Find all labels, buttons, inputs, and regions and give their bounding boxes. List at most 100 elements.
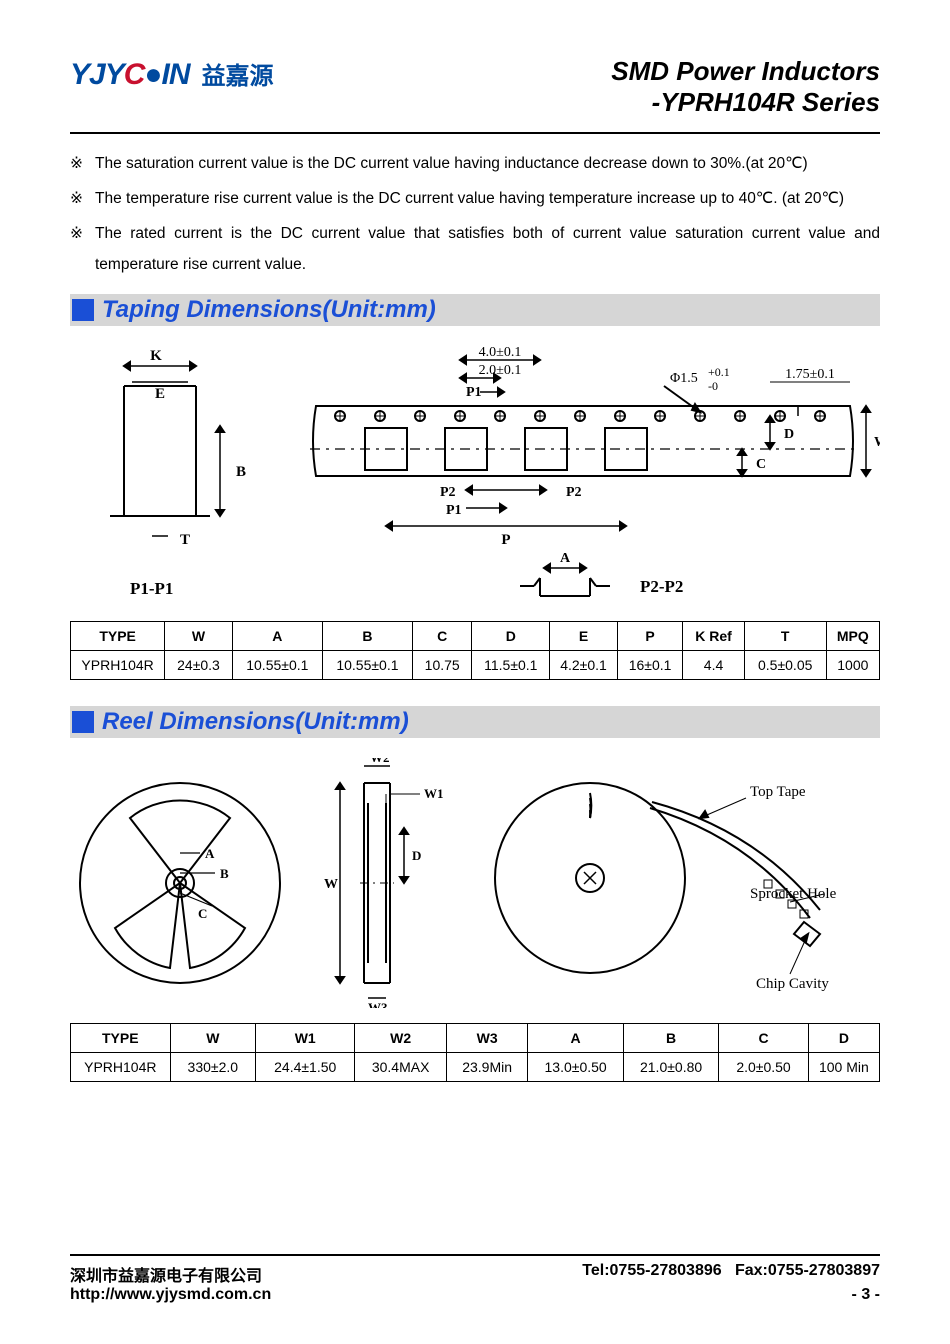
section-square-icon <box>72 711 94 733</box>
page-header: YJYC●IN 益嘉源 SMD Power Inductors -YPRH104… <box>70 56 880 118</box>
table-header: TYPE <box>71 1024 171 1053</box>
table-cell: 1000 <box>826 651 879 680</box>
reel-svg: A B C W W2 W1 D W3 <box>70 758 880 1008</box>
note-text: The temperature rise current value is th… <box>95 183 880 214</box>
taping-diagram: K E B T P1-P1 <box>70 346 880 611</box>
section-title: Taping Dimensions(Unit:mm) <box>102 296 436 324</box>
reel-diagram: A B C W W2 W1 D W3 <box>70 758 880 1013</box>
logo-text: IN <box>162 58 190 91</box>
table-cell: YPRH104R <box>71 1053 171 1082</box>
svg-text:P2: P2 <box>566 485 582 500</box>
table-cell: 100 Min <box>808 1053 879 1082</box>
footer-tel: Tel:0755-27803896 <box>582 1262 721 1279</box>
svg-text:D: D <box>412 848 421 863</box>
table-header: E <box>550 622 618 651</box>
svg-text:Top Tape: Top Tape <box>750 784 806 800</box>
svg-text:P1: P1 <box>446 503 462 518</box>
footer-fax: Fax:0755-27803897 <box>735 1262 880 1279</box>
note-mark: ※ <box>70 218 83 280</box>
table-header: W <box>165 622 233 651</box>
table-row: YPRH104R330±2.024.4±1.5030.4MAX23.9Min13… <box>71 1053 880 1082</box>
taping-svg: K E B T P1-P1 <box>70 346 880 606</box>
table-header: D <box>808 1024 879 1053</box>
footer-url: http://www.yjysmd.com.cn <box>70 1286 271 1304</box>
table-header: W <box>170 1024 255 1053</box>
table-header: W2 <box>355 1024 446 1053</box>
table-cell: 330±2.0 <box>170 1053 255 1082</box>
svg-text:W2: W2 <box>370 758 390 765</box>
table-header: B <box>623 1024 718 1053</box>
table-cell: 4.2±0.1 <box>550 651 618 680</box>
doc-title: SMD Power Inductors -YPRH104R Series <box>611 56 880 118</box>
svg-text:W: W <box>324 877 338 892</box>
header-rule <box>70 132 880 134</box>
note-mark: ※ <box>70 148 83 179</box>
brand-logo: YJYC●IN 益嘉源 <box>70 56 274 92</box>
svg-text:W1: W1 <box>424 786 444 801</box>
svg-text:P1: P1 <box>466 385 482 400</box>
page-footer: 深圳市益嘉源电子有限公司 Tel:0755-27803896 Fax:0755-… <box>70 1254 880 1304</box>
table-header: TYPE <box>71 622 165 651</box>
section-square-icon <box>72 299 94 321</box>
table-cell: 4.4 <box>683 651 744 680</box>
table-cell: 16±0.1 <box>617 651 683 680</box>
svg-text:C: C <box>198 906 207 921</box>
svg-text:W: W <box>874 435 880 450</box>
note-item: ※ The rated current is the DC current va… <box>70 218 880 280</box>
table-row: YPRH104R24±0.310.55±0.110.55±0.110.7511.… <box>71 651 880 680</box>
table-header: C <box>413 622 472 651</box>
table-header: W3 <box>446 1024 528 1053</box>
footer-rule <box>70 1254 880 1256</box>
table-cell: 10.55±0.1 <box>322 651 412 680</box>
table-cell: 13.0±0.50 <box>528 1053 623 1082</box>
table-header: B <box>322 622 412 651</box>
table-cell: 23.9Min <box>446 1053 528 1082</box>
note-mark: ※ <box>70 183 83 214</box>
footer-page: - 3 - <box>852 1286 880 1304</box>
svg-text:K: K <box>150 348 162 364</box>
svg-text:4.0±0.1: 4.0±0.1 <box>479 346 522 360</box>
svg-text:Chip Cavity: Chip Cavity <box>756 976 829 992</box>
footer-company: 深圳市益嘉源电子有限公司 <box>70 1262 262 1286</box>
table-cell: 24.4±1.50 <box>256 1053 355 1082</box>
table-cell: 21.0±0.80 <box>623 1053 718 1082</box>
section-heading-reel: Reel Dimensions(Unit:mm) <box>70 706 880 738</box>
table-header: P <box>617 622 683 651</box>
note-text: The saturation current value is the DC c… <box>95 148 880 179</box>
table-header: MPQ <box>826 622 879 651</box>
reel-table: TYPEWW1W2W3ABCD YPRH104R330±2.024.4±1.50… <box>70 1023 880 1082</box>
svg-text:P: P <box>501 532 510 548</box>
table-cell: 30.4MAX <box>355 1053 446 1082</box>
note-item: ※ The saturation current value is the DC… <box>70 148 880 179</box>
table-header: K Ref <box>683 622 744 651</box>
note-item: ※ The temperature rise current value is … <box>70 183 880 214</box>
table-cell: 0.5±0.05 <box>744 651 826 680</box>
table-cell: 10.55±0.1 <box>232 651 322 680</box>
title-line-2: -YPRH104R Series <box>611 87 880 118</box>
table-header: T <box>744 622 826 651</box>
svg-text:T: T <box>180 532 190 548</box>
svg-text:B: B <box>220 866 229 881</box>
table-header: A <box>528 1024 623 1053</box>
section-title: Reel Dimensions(Unit:mm) <box>102 708 409 736</box>
table-header: A <box>232 622 322 651</box>
title-line-1: SMD Power Inductors <box>611 56 880 87</box>
table-header: D <box>472 622 550 651</box>
notes-block: ※ The saturation current value is the DC… <box>70 148 880 280</box>
table-cell: 2.0±0.50 <box>719 1053 808 1082</box>
svg-text:A: A <box>560 551 571 566</box>
note-text: The rated current is the DC current valu… <box>95 218 880 280</box>
logo-text: YJY <box>70 58 124 91</box>
table-header: W1 <box>256 1024 355 1053</box>
table-cell: 11.5±0.1 <box>472 651 550 680</box>
table-cell: 10.75 <box>413 651 472 680</box>
svg-text:D: D <box>784 427 794 442</box>
svg-text:B: B <box>236 464 246 480</box>
svg-text:P1-P1: P1-P1 <box>130 579 173 598</box>
svg-text:E: E <box>155 386 165 402</box>
table-cell: 24±0.3 <box>165 651 233 680</box>
svg-text:A: A <box>205 846 215 861</box>
svg-text:1.75±0.1: 1.75±0.1 <box>785 367 835 382</box>
svg-text:C: C <box>756 457 766 472</box>
table-header: C <box>719 1024 808 1053</box>
